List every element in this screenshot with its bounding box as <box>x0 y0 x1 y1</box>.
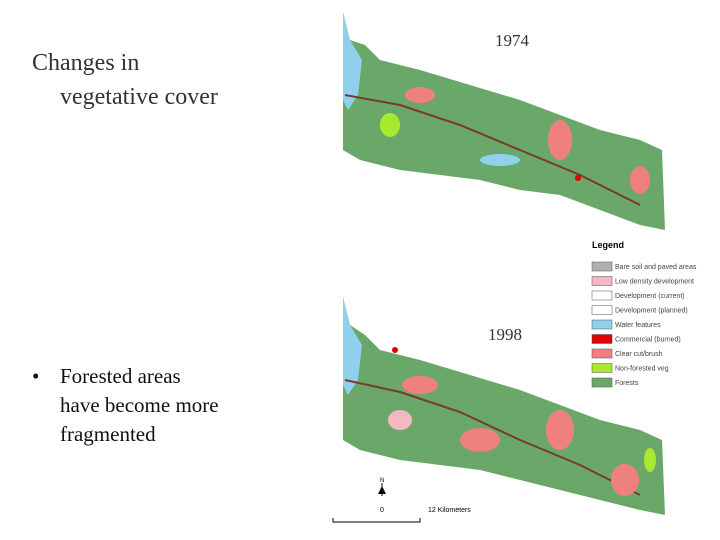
patch <box>480 154 520 166</box>
road <box>344 379 641 496</box>
scale-label: 12 Kilometers <box>428 507 471 514</box>
legend-swatch <box>591 348 613 359</box>
legend-swatch <box>591 261 613 272</box>
patch <box>575 175 581 181</box>
scale-bar <box>332 518 421 523</box>
patch <box>611 464 639 496</box>
title-line: Changes in <box>32 50 140 76</box>
legend-label: Bare soil and paved areas <box>615 264 697 271</box>
bullet-line: fragmented <box>60 422 156 446</box>
patch <box>460 428 500 452</box>
legend-label: Low density development <box>615 279 694 286</box>
legend-label: Clear cut/brush <box>615 351 663 358</box>
legend-swatch <box>591 363 613 373</box>
legend-label: Development (current) <box>615 293 685 300</box>
legend-label: Forests <box>615 380 639 387</box>
map-1974 <box>343 12 665 230</box>
north-label: N <box>380 478 384 484</box>
legend-swatch <box>591 290 613 301</box>
land <box>343 12 665 230</box>
legend: Bare soil and paved areas Low density dev… <box>591 261 697 388</box>
legend-swatch <box>591 334 613 344</box>
legend-swatch <box>591 377 613 388</box>
water <box>343 297 362 395</box>
legend-swatch <box>591 276 613 286</box>
scale-label: 0 <box>380 507 384 514</box>
legend-label: Water features <box>615 322 661 329</box>
legend-swatch <box>591 305 613 315</box>
legend-title: Legend <box>592 240 624 250</box>
legend-label: Commercial (burned) <box>615 337 681 344</box>
bullet-line: have become more <box>60 393 219 417</box>
north-arrow <box>378 486 386 494</box>
legend-label: Development (planned) <box>615 308 688 315</box>
patch <box>405 87 435 103</box>
map-1998 <box>343 297 665 515</box>
patch <box>644 448 656 472</box>
water <box>343 12 362 110</box>
legend-label: Non-forested veg <box>615 366 669 373</box>
land <box>343 297 665 515</box>
patch <box>546 410 574 450</box>
bullet-marker: • <box>32 364 40 388</box>
title-line: vegetative cover <box>60 84 218 110</box>
patch <box>388 410 412 430</box>
patch <box>380 113 400 137</box>
patch <box>630 166 650 194</box>
bullet-line: Forested areas <box>60 364 181 388</box>
legend-swatch <box>591 319 613 330</box>
patch <box>402 376 438 394</box>
patch <box>392 347 398 353</box>
map-label: 1974 <box>495 31 530 50</box>
map-label: 1998 <box>488 325 522 344</box>
patch <box>548 120 572 160</box>
road <box>344 94 641 206</box>
